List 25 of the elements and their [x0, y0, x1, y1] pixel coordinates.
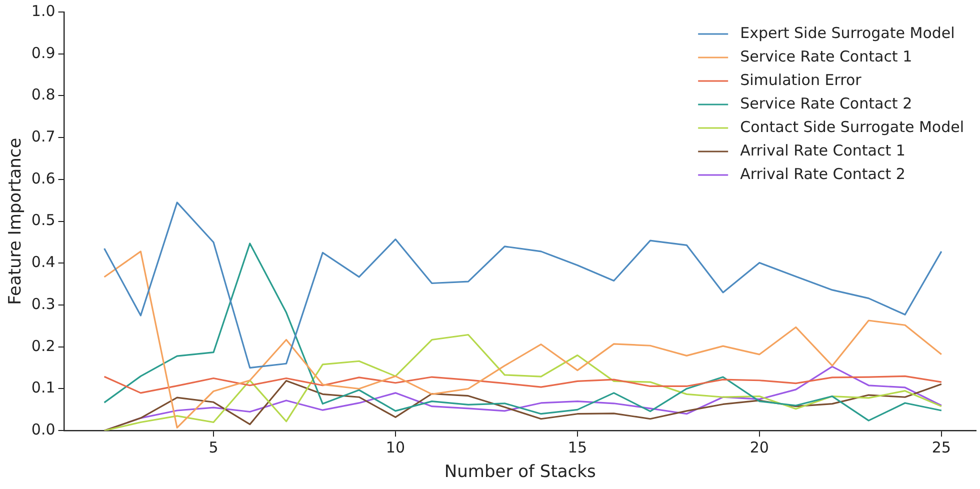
- y-tick-label: 0.5: [31, 211, 56, 230]
- y-tick-label: 0.7: [31, 127, 56, 146]
- legend-label: Service Rate Contact 1: [740, 47, 912, 66]
- y-tick-label: 1.0: [31, 2, 56, 20]
- y-tick-label: 0.1: [31, 378, 56, 397]
- y-tick-label: 0.9: [31, 44, 56, 62]
- x-axis-title: Number of Stacks: [444, 462, 596, 482]
- x-tick-label: 15: [568, 438, 587, 456]
- x-tick-label: 25: [932, 438, 951, 456]
- legend-label: Service Rate Contact 2: [740, 94, 912, 112]
- x-tick-label: 5: [208, 438, 218, 456]
- y-tick-label: 0.3: [31, 294, 56, 313]
- y-tick-label: 0.6: [31, 169, 56, 188]
- y-tick-label: 0.0: [31, 420, 56, 438]
- y-tick-label: 0.8: [31, 86, 56, 104]
- y-tick-label: 0.2: [31, 336, 56, 355]
- legend-label: Expert Side Surrogate Model: [740, 24, 955, 42]
- x-tick-label: 10: [386, 438, 406, 456]
- legend-label: Simulation Error: [740, 70, 862, 89]
- x-tick-label: 20: [750, 438, 769, 456]
- legend-label: Contact Side Surrogate Model: [740, 118, 964, 136]
- y-tick-label: 0.4: [31, 253, 56, 272]
- legend-label: Arrival Rate Contact 1: [740, 141, 906, 160]
- legend-label: Arrival Rate Contact 2: [740, 164, 906, 183]
- y-axis-title: Feature Importance: [6, 138, 26, 305]
